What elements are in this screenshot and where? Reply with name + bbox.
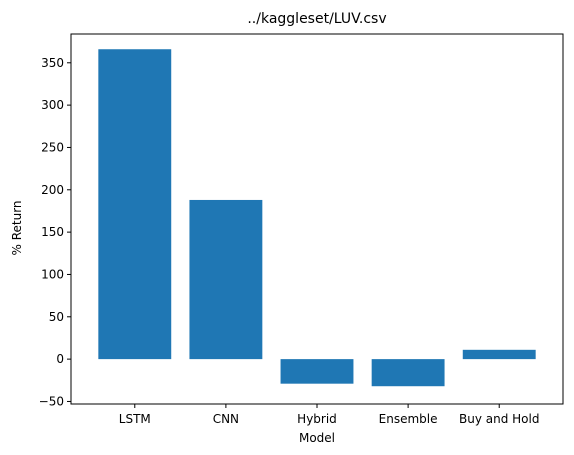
bar-buy-and-hold: [462, 349, 536, 360]
y-tick-label: 100: [41, 267, 64, 281]
y-axis-label: % Return: [10, 200, 24, 255]
bar-lstm: [98, 49, 172, 360]
x-axis-label: Model: [299, 431, 335, 445]
x-axis-ticks: LSTM CNN Hybrid Ensemble Buy and Hold: [119, 404, 539, 426]
y-axis-ticks: −50 0 50 100 150 200 250 300 350: [39, 56, 71, 408]
bar-ensemble: [371, 359, 445, 387]
y-tick-label: 300: [41, 98, 64, 112]
y-tick-label: 250: [41, 140, 64, 154]
plot-frame: [70, 33, 564, 405]
y-tick-label: 0: [56, 352, 64, 366]
bar-cnn: [189, 199, 263, 360]
chart-title: ../kaggleset/LUV.csv: [247, 11, 386, 27]
x-tick-label: CNN: [213, 412, 239, 426]
y-tick-label: −50: [39, 394, 64, 408]
y-tick-label: 200: [41, 183, 64, 197]
y-tick-label: 150: [41, 225, 64, 239]
x-tick-label: LSTM: [119, 412, 151, 426]
x-tick-label: Ensemble: [379, 412, 438, 426]
bars-group: [98, 49, 536, 387]
bar-hybrid: [280, 359, 354, 384]
x-tick-label: Buy and Hold: [459, 412, 539, 426]
x-tick-label: Hybrid: [297, 412, 337, 426]
y-tick-label: 350: [41, 56, 64, 70]
y-tick-label: 50: [49, 310, 64, 324]
